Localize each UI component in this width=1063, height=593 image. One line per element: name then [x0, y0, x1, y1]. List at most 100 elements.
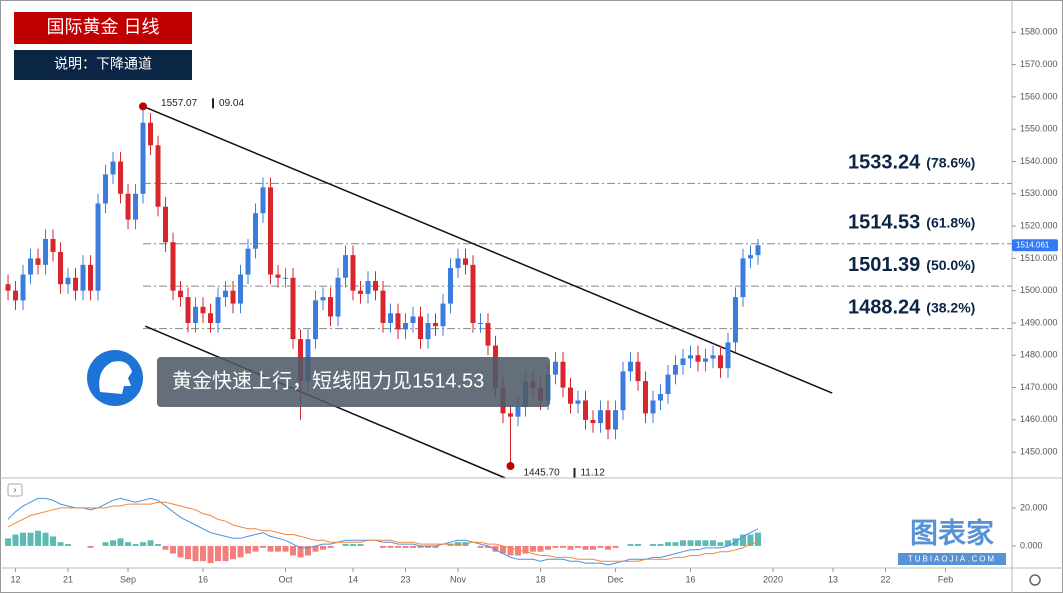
- candle-body: [657, 394, 663, 401]
- y-tick-label: 0.000: [1020, 540, 1043, 550]
- candle-body: [28, 258, 34, 275]
- histogram-bar: [537, 545, 544, 552]
- candle-body: [88, 264, 94, 291]
- candle-body: [35, 258, 41, 265]
- histogram-bar: [192, 545, 199, 562]
- annotation-box: [157, 357, 550, 407]
- y-tick-label: 1570.000: [1020, 59, 1058, 69]
- histogram-bar: [5, 538, 12, 546]
- fib-label: 1488.24 (38.2%): [848, 297, 975, 319]
- candle-body: [65, 277, 71, 285]
- histogram-bar: [672, 542, 679, 546]
- candle-body: [672, 364, 678, 375]
- candle-body: [687, 355, 693, 359]
- x-tick-label: Feb: [938, 574, 954, 584]
- watermark-bar: [898, 553, 1006, 565]
- candle-body: [328, 297, 334, 317]
- candle-body: [290, 277, 296, 340]
- subtitle-box: [14, 50, 192, 80]
- collapse-button[interactable]: [7, 483, 23, 497]
- y-tick-label: 20.000: [1020, 502, 1048, 512]
- histogram-bar: [65, 544, 72, 546]
- candle-body: [740, 258, 746, 298]
- candle-body: [320, 297, 326, 301]
- fib-label: 1501.39 (50.0%): [848, 254, 975, 276]
- histogram-bar: [27, 532, 34, 546]
- candle-body: [732, 297, 738, 343]
- histogram-bar: [514, 545, 521, 556]
- candle-body: [163, 206, 169, 243]
- candle-body: [260, 187, 266, 214]
- candle-body: [507, 413, 513, 417]
- histogram-bar: [649, 544, 656, 546]
- histogram-bar: [724, 540, 731, 546]
- candle-body: [515, 406, 521, 417]
- candle-body: [268, 187, 274, 275]
- macd-line: [7, 497, 759, 566]
- candle-body: [58, 251, 64, 285]
- histogram-bar: [357, 544, 364, 546]
- fib-price: 1488.24: [848, 297, 921, 319]
- histogram-bar: [559, 545, 566, 548]
- last-price-label: 1514.061: [1016, 240, 1050, 249]
- histogram-bar: [177, 545, 184, 558]
- histogram-bar: [42, 532, 49, 546]
- x-tick-label: Oct: [279, 574, 294, 584]
- candle-body: [275, 274, 281, 278]
- y-tick-label: 1480.000: [1020, 350, 1058, 360]
- settings-icon[interactable]: [1029, 574, 1041, 586]
- candle-body: [313, 300, 319, 340]
- x-tick-label: 13: [828, 574, 838, 584]
- candle-body: [50, 239, 56, 252]
- candle-body: [80, 264, 86, 291]
- candle-body: [365, 280, 371, 294]
- candle-body: [463, 258, 469, 265]
- histogram-bar: [87, 545, 94, 548]
- x-tick-label: 14: [348, 574, 358, 584]
- x-tick-label: 18: [535, 574, 545, 584]
- candle-body: [170, 242, 176, 291]
- y-tick-label: 1510.000: [1020, 253, 1058, 263]
- candle-body: [110, 161, 116, 175]
- candle-body: [208, 313, 214, 323]
- title-box: [14, 12, 192, 44]
- histogram-bar: [132, 544, 139, 546]
- candle-body: [650, 400, 656, 414]
- histogram-bar: [320, 545, 327, 550]
- watermark-site: TUBIAOJIA.COM: [908, 555, 996, 564]
- histogram-bar: [574, 545, 581, 548]
- y-tick-label: 1560.000: [1020, 91, 1058, 101]
- histogram-bar: [342, 544, 349, 546]
- x-tick-label: 22: [880, 574, 890, 584]
- histogram-bar: [634, 544, 641, 546]
- histogram-bar: [117, 538, 124, 546]
- histogram-bar: [237, 545, 244, 558]
- ai-icon-head: [99, 361, 132, 394]
- candle-body: [433, 322, 439, 327]
- histogram-bar: [252, 545, 259, 552]
- candle-body: [440, 303, 446, 327]
- histogram-bar: [402, 545, 409, 548]
- histogram-bar: [50, 536, 57, 546]
- histogram-bar: [477, 545, 484, 548]
- candle-body: [193, 306, 199, 323]
- collapse-icon: ›: [14, 484, 17, 494]
- histogram-bar: [589, 545, 596, 550]
- histogram-bar: [500, 545, 507, 554]
- histogram-bar: [170, 545, 177, 554]
- histogram-bar: [12, 534, 19, 546]
- candle-body: [73, 277, 79, 291]
- candle-body: [178, 290, 184, 298]
- candle-body: [230, 290, 236, 304]
- histogram-bar: [522, 545, 529, 554]
- candle-body: [373, 280, 379, 291]
- x-tick-label: 12: [11, 574, 21, 584]
- histogram-bar: [425, 545, 432, 548]
- candle-body: [717, 355, 723, 369]
- histogram-bar: [380, 545, 387, 548]
- histogram-bar: [350, 544, 357, 546]
- candle-body: [5, 284, 11, 291]
- title: 国际黄金 日线: [46, 17, 159, 37]
- histogram-bar: [627, 544, 634, 546]
- histogram-bar: [702, 540, 709, 546]
